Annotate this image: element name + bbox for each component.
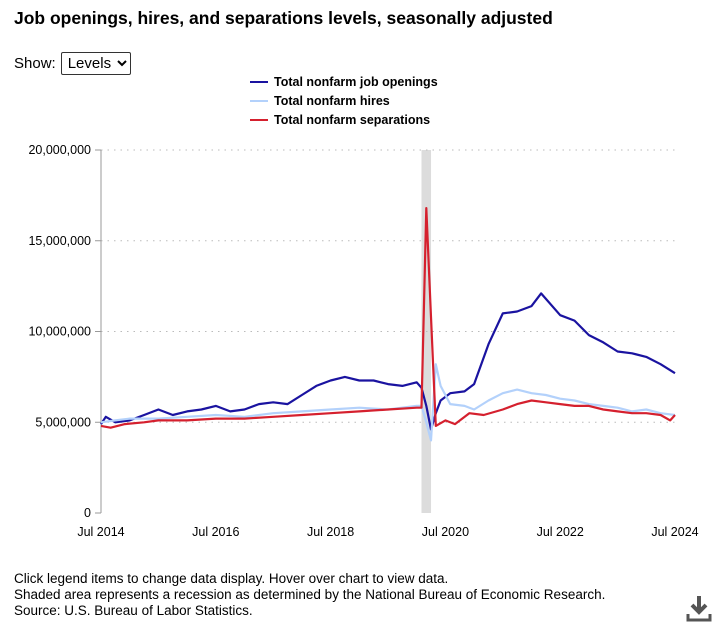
x-tick-label: Jul 2024: [651, 525, 698, 539]
x-tick-label: Jul 2022: [537, 525, 584, 539]
show-dropdown[interactable]: Levels: [60, 52, 131, 75]
x-tick-label: Jul 2016: [192, 525, 239, 539]
legend-item-openings[interactable]: Total nonfarm job openings: [250, 72, 438, 91]
legend-swatch: [250, 118, 268, 121]
legend-swatch: [250, 99, 268, 102]
legend-label: Total nonfarm job openings: [274, 74, 438, 89]
series-line-1: [100, 363, 676, 442]
series-line-2: [100, 207, 676, 429]
note-instructions: Click legend items to change data displa…: [14, 571, 449, 586]
x-tick-label: Jul 2018: [307, 525, 354, 539]
show-selector: Show: Levels: [14, 52, 131, 75]
legend-item-separations[interactable]: Total nonfarm separations: [250, 110, 438, 129]
chart-title: Job openings, hires, and separations lev…: [14, 8, 553, 28]
y-tick-label: 10,000,000: [28, 325, 91, 339]
note-source: Source: U.S. Bureau of Labor Statistics.: [14, 603, 253, 618]
legend-label: Total nonfarm hires: [274, 93, 390, 108]
y-tick-label: 15,000,000: [28, 234, 91, 248]
show-label: Show:: [14, 55, 56, 72]
series-line-0: [100, 292, 676, 431]
legend-label: Total nonfarm separations: [274, 112, 431, 127]
legend-item-hires[interactable]: Total nonfarm hires: [250, 91, 438, 110]
legend: Total nonfarm job openings Total nonfarm…: [250, 72, 438, 129]
legend-swatch: [250, 80, 268, 83]
y-tick-label: 0: [84, 506, 91, 520]
y-tick-label: 20,000,000: [28, 143, 91, 157]
x-tick-label: Jul 2014: [77, 525, 124, 539]
y-tick-label: 5,000,000: [35, 415, 91, 429]
chart-notes: Click legend items to change data displa…: [14, 571, 605, 619]
note-recession: Shaded area represents a recession as de…: [14, 587, 606, 602]
x-tick-label: Jul 2020: [422, 525, 469, 539]
line-chart[interactable]: 0 5,000,000 10,000,000 15,000,000 20,000,000…: [0, 0, 713, 560]
download-icon[interactable]: [686, 594, 712, 622]
